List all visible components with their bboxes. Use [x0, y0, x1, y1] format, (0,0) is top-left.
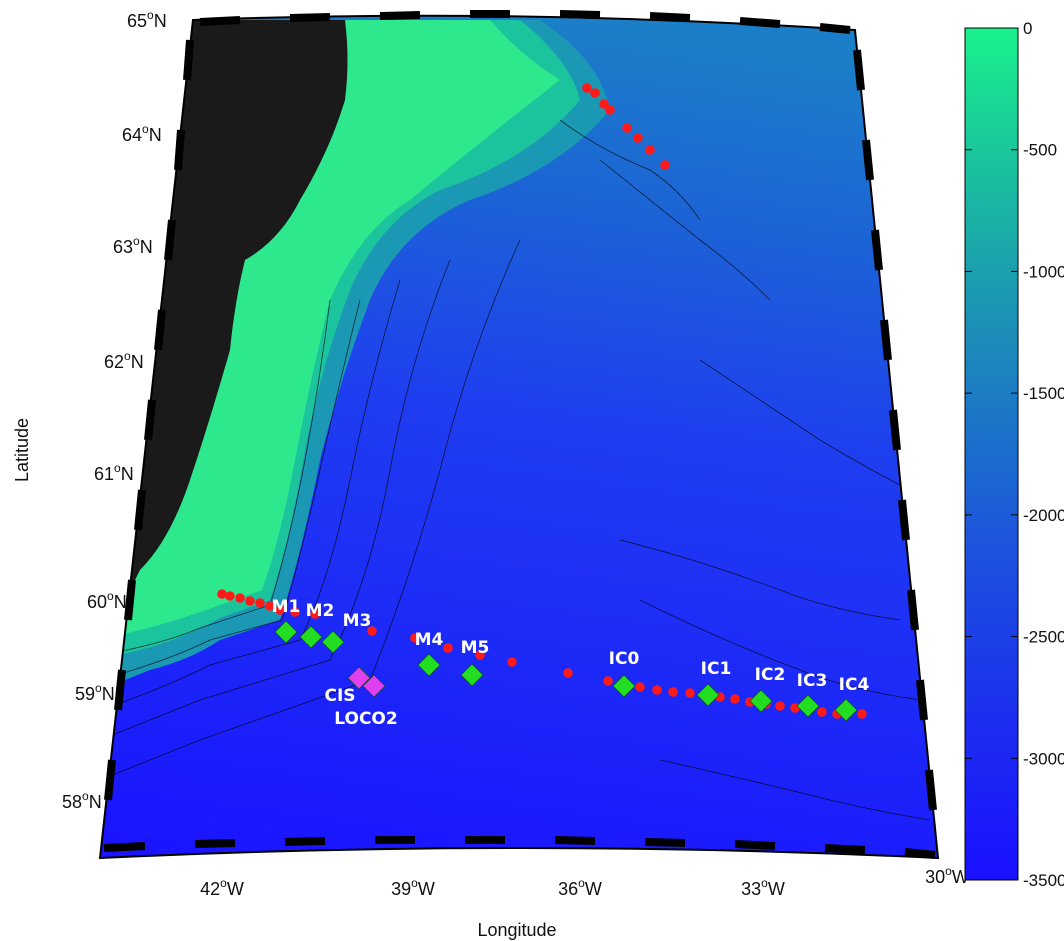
y-axis-label: Latitude [12, 418, 32, 482]
mooring-label: M3 [343, 611, 372, 631]
lat-tick-61: 61oN [94, 461, 134, 484]
mooring-ic4-marker [834, 698, 858, 722]
mooring-ic2-marker [749, 689, 773, 713]
mooring-label: M4 [415, 630, 444, 650]
mooring-ic0-marker [612, 674, 636, 698]
ctd-station [645, 145, 655, 155]
ctd-station [668, 687, 678, 697]
ctd-station [622, 123, 632, 133]
latitude-tick-labels: 65oN 64oN 63oN 62oN 61oN 60oN 59oN 58oN [62, 8, 167, 812]
ctd-station [507, 657, 517, 667]
mooring-label: IC3 [797, 671, 828, 691]
ctd-station [685, 688, 695, 698]
lat-tick-58: 58oN [62, 789, 102, 812]
ctd-station [290, 607, 300, 617]
ctd-station [245, 596, 255, 606]
ctd-station [635, 682, 645, 692]
ctd-station [310, 609, 320, 619]
ctd-station [582, 83, 592, 93]
lat-tick-63: 63oN [113, 234, 153, 257]
lon-tick-36: 36oW [558, 876, 602, 899]
colorbar-tick-label: -3500 [1023, 871, 1064, 890]
ctd-station [410, 633, 420, 643]
colorbar-tick-label: 0 [1023, 19, 1032, 38]
colorbar-tick-label: -2500 [1023, 628, 1064, 647]
ctd-station [652, 685, 662, 695]
mooring-label: IC0 [609, 649, 640, 669]
lon-tick-30: 30oW [925, 864, 969, 887]
mooring-label: IC4 [839, 675, 870, 695]
ctd-station [633, 133, 643, 143]
ctd-station [217, 589, 227, 599]
ctd-station [235, 593, 245, 603]
mooring-label: M1 [272, 597, 301, 617]
ctd-station [817, 707, 827, 717]
ctd-station [367, 626, 377, 636]
frame-border-ticks [103, 10, 937, 859]
ctd-station [660, 160, 670, 170]
lat-tick-65: 65oN [127, 8, 167, 31]
mooring-loco2-marker [362, 674, 386, 698]
depth-contours [100, 119, 931, 821]
mooring-label: IC1 [701, 659, 732, 679]
ctd-station [857, 709, 867, 719]
ctd-station [563, 668, 573, 678]
lon-tick-42: 42oW [200, 876, 244, 899]
lon-tick-39: 39oW [391, 876, 435, 899]
ctd-station [475, 650, 485, 660]
mooring-m4-marker [417, 653, 441, 677]
mooring-ic1-marker [696, 683, 720, 707]
ctd-station [265, 601, 275, 611]
mooring-m3-marker [321, 630, 345, 654]
lat-tick-59: 59oN [75, 681, 115, 704]
mooring-label: IC2 [755, 665, 786, 685]
lat-tick-60: 60oN [87, 589, 127, 612]
mooring-cis-marker [347, 666, 371, 690]
ctd-station [605, 105, 615, 115]
colorbar-tick-label: -1500 [1023, 384, 1064, 403]
lat-tick-62: 62oN [104, 349, 144, 372]
ctd-station [255, 598, 265, 608]
mooring-ic3-marker [796, 694, 820, 718]
ctd-station [603, 676, 613, 686]
colorbar-tick-label: -1000 [1023, 262, 1064, 281]
ctd-stations [217, 83, 867, 719]
lon-tick-33: 33oW [741, 876, 785, 899]
mooring-label: CIS [324, 686, 355, 706]
colorbar-tick-label: -2000 [1023, 506, 1064, 525]
mooring-m5-marker [460, 663, 484, 687]
colorbar-ticks: 0 -500 -1000 -1500 -2000 -2500 -3000 -3500 [965, 19, 1064, 890]
ctd-station [275, 605, 285, 615]
lat-tick-64: 64oN [122, 122, 162, 145]
mooring-m1-marker [274, 620, 298, 644]
ctd-station [225, 591, 235, 601]
mooring-label: LOCO2 [334, 709, 397, 729]
moorings: M1 M2 M3 M4 M5 IC0 IC1 IC2 IC3 IC4 CIS LOCO2 [272, 597, 870, 729]
ctd-station [775, 701, 785, 711]
ctd-station [590, 88, 600, 98]
ctd-station [730, 694, 740, 704]
mooring-m2-marker [299, 625, 323, 649]
colorbar [964, 27, 1019, 881]
mooring-label: M5 [461, 638, 490, 658]
ctd-station [599, 99, 609, 109]
ctd-station [443, 643, 453, 653]
longitude-tick-labels: 42oW 39oW 36oW 33oW 30oW [200, 864, 969, 899]
x-axis-label: Longitude [477, 920, 556, 940]
colorbar-tick-label: -3000 [1023, 749, 1064, 768]
colorbar-tick-label: -500 [1023, 141, 1057, 160]
mooring-label: M2 [306, 601, 335, 621]
